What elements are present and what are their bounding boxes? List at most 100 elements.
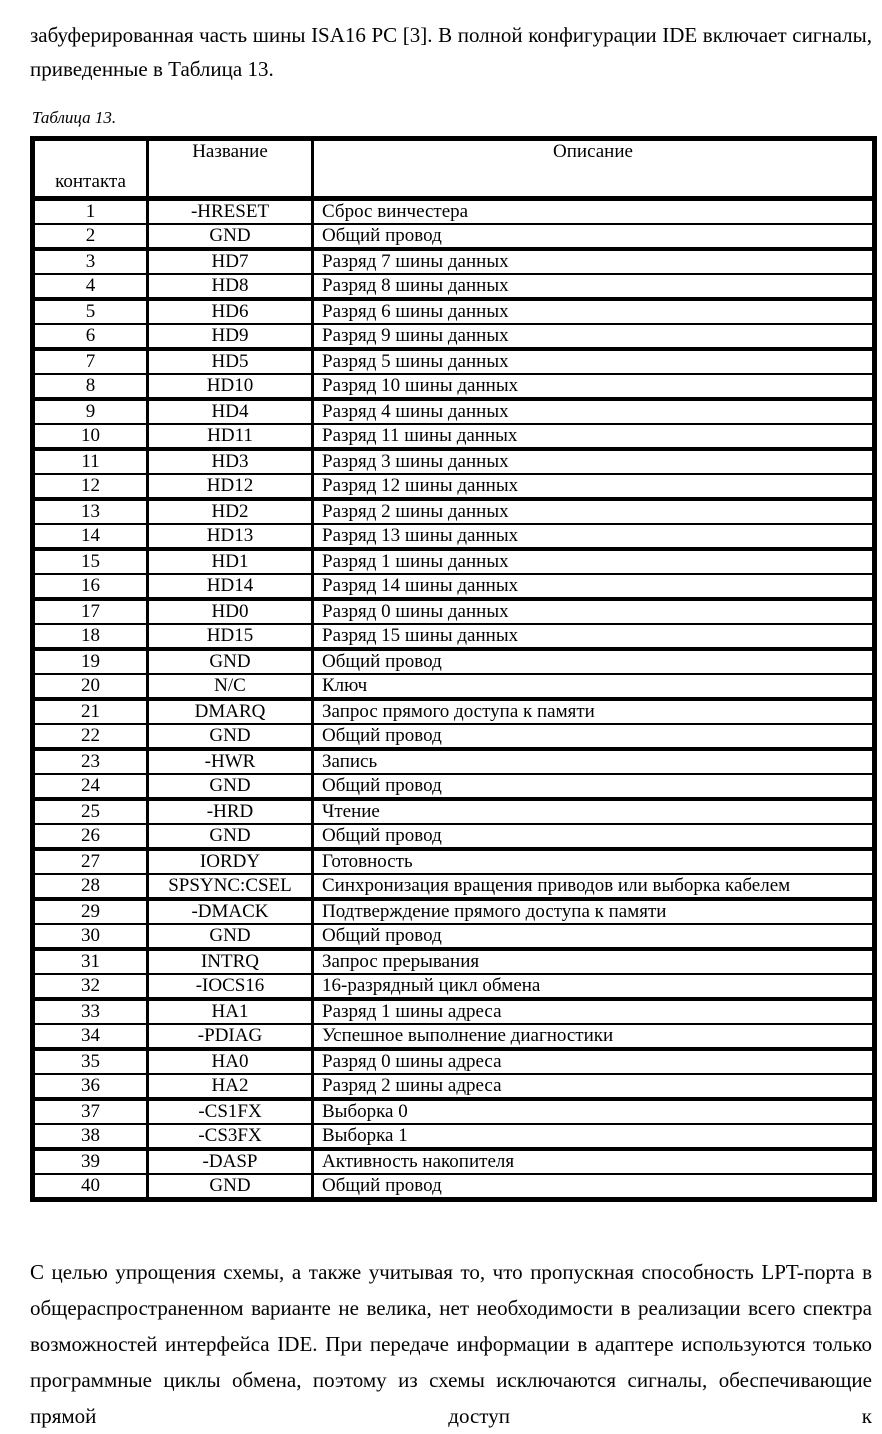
pin-number-cell: 4 — [31, 274, 149, 301]
table-row: 6 HD9 Разряд 9 шины данных — [31, 324, 876, 351]
pin-number-cell: 19 — [31, 649, 149, 675]
table-row: 7 HD5 Разряд 5 шины данных — [31, 349, 876, 375]
signal-name-cell: -CS1FX — [146, 1099, 314, 1125]
table-body: 1 -HRESET Сброс винчестера 2 GND Общий провод… — [31, 198, 876, 1202]
description-cell: Разряд 14 шины данных — [311, 574, 876, 601]
description-cell: Общий провод — [311, 924, 876, 951]
description-cell: Разряд 6 шины данных — [311, 299, 876, 325]
description-cell: Запрос прямого доступа к памяти — [311, 699, 876, 725]
pin-number-cell: 34 — [31, 1024, 149, 1051]
description-cell: Разряд 9 шины данных — [311, 324, 876, 351]
pin-number-cell: 28 — [31, 874, 149, 901]
table-row: 34 -PDIAG Успешное выполнение диагностики — [31, 1024, 876, 1051]
signal-name-cell: HD5 — [146, 349, 314, 375]
description-cell: Разряд 3 шины данных — [311, 449, 876, 475]
signal-name-cell: HA1 — [146, 999, 314, 1025]
description-cell: Ключ — [311, 674, 876, 701]
pin-number-cell: 32 — [31, 974, 149, 1001]
table-header-name: Название — [146, 138, 314, 201]
table-row: 23 -HWR Запись — [31, 749, 876, 775]
table-row: 11 HD3 Разряд 3 шины данных — [31, 449, 876, 475]
pin-number-cell: 26 — [31, 824, 149, 851]
pin-number-cell: 3 — [31, 249, 149, 275]
table-row: 16 HD14 Разряд 14 шины данных — [31, 574, 876, 601]
table-row: 4 HD8 Разряд 8 шины данных — [31, 274, 876, 301]
pin-number-cell: 10 — [31, 424, 149, 451]
description-cell: Разряд 2 шины адреса — [311, 1074, 876, 1101]
table-row: 1 -HRESET Сброс винчестера — [31, 198, 876, 225]
table-row: 10 HD11 Разряд 11 шины данных — [31, 424, 876, 451]
pin-number-cell: 2 — [31, 224, 149, 251]
signal-name-cell: GND — [146, 924, 314, 951]
table-row: 39 -DASP Активность накопителя — [31, 1149, 876, 1175]
pin-number-cell: 8 — [31, 374, 149, 401]
pin-number-cell: 13 — [31, 499, 149, 525]
signal-name-cell: N/C — [146, 674, 314, 701]
signal-name-cell: -DASP — [146, 1149, 314, 1175]
signal-name-cell: HD7 — [146, 249, 314, 275]
pin-number-cell: 27 — [31, 849, 149, 875]
description-cell: Готовность — [311, 849, 876, 875]
signal-name-cell: -CS3FX — [146, 1124, 314, 1151]
description-cell: Запрос прерывания — [311, 949, 876, 975]
signal-name-cell: HA2 — [146, 1074, 314, 1101]
signal-name-cell: HD4 — [146, 399, 314, 425]
description-cell: Разряд 11 шины данных — [311, 424, 876, 451]
signal-name-cell: HD10 — [146, 374, 314, 401]
description-cell: Общий провод — [311, 224, 876, 251]
table-row: 31 INTRQ Запрос прерывания — [31, 949, 876, 975]
table-row: 26 GND Общий провод — [31, 824, 876, 851]
pin-number-cell: 25 — [31, 799, 149, 825]
description-cell: Запись — [311, 749, 876, 775]
pin-number-cell: 15 — [31, 549, 149, 575]
pin-number-cell: 17 — [31, 599, 149, 625]
signal-name-cell: DMARQ — [146, 699, 314, 725]
signal-name-cell: SPSYNC:CSEL — [146, 874, 314, 901]
table-row: 20 N/C Ключ — [31, 674, 876, 701]
document-page: забуферированная часть шины ISA16 PC [3]… — [0, 18, 882, 1434]
pin-number-cell: 24 — [31, 774, 149, 801]
table-row: 21 DMARQ Запрос прямого доступа к памяти — [31, 699, 876, 725]
table-row: 13 HD2 Разряд 2 шины данных — [31, 499, 876, 525]
signal-name-cell: HD0 — [146, 599, 314, 625]
table-row: 38 -CS3FX Выборка 1 — [31, 1124, 876, 1151]
table-row: 9 HD4 Разряд 4 шины данных — [31, 399, 876, 425]
description-cell: Активность накопителя — [311, 1149, 876, 1175]
pin-number-cell: 30 — [31, 924, 149, 951]
pin-number-cell: 21 — [31, 699, 149, 725]
pin-number-cell: 18 — [31, 624, 149, 651]
table-row: 19 GND Общий провод — [31, 649, 876, 675]
description-cell: Общий провод — [311, 724, 876, 751]
table-row: 29 -DMACK Подтверждение прямого доступа к … — [31, 899, 876, 925]
description-cell: Разряд 15 шины данных — [311, 624, 876, 651]
pin-number-cell: 6 — [31, 324, 149, 351]
signal-name-cell: GND — [146, 649, 314, 675]
signal-name-cell: GND — [146, 1174, 314, 1202]
table-row: 33 HA1 Разряд 1 шины адреса — [31, 999, 876, 1025]
description-cell: Выборка 1 — [311, 1124, 876, 1151]
description-cell: Общий провод — [311, 649, 876, 675]
table-row: 3 HD7 Разряд 7 шины данных — [31, 249, 876, 275]
signal-name-cell: HD12 — [146, 474, 314, 501]
signal-name-cell: HD14 — [146, 574, 314, 601]
table-header-pin: контакта — [31, 138, 149, 201]
table-row: 40 GND Общий провод — [31, 1174, 876, 1202]
pin-number-cell: 16 — [31, 574, 149, 601]
pin-number-cell: 5 — [31, 299, 149, 325]
signal-name-cell: HD1 — [146, 549, 314, 575]
description-cell: Выборка 0 — [311, 1099, 876, 1125]
table-row: 8 HD10 Разряд 10 шины данных — [31, 374, 876, 401]
table-row: 17 HD0 Разряд 0 шины данных — [31, 599, 876, 625]
signal-name-cell: HD3 — [146, 449, 314, 475]
signal-name-cell: -IOCS16 — [146, 974, 314, 1001]
table-row: 30 GND Общий провод — [31, 924, 876, 951]
table-row: 5 HD6 Разряд 6 шины данных — [31, 299, 876, 325]
table-row: 15 HD1 Разряд 1 шины данных — [31, 549, 876, 575]
signal-name-cell: -PDIAG — [146, 1024, 314, 1051]
pin-number-cell: 40 — [31, 1174, 149, 1202]
pin-number-cell: 7 — [31, 349, 149, 375]
signal-name-cell: HD2 — [146, 499, 314, 525]
pin-number-cell: 22 — [31, 724, 149, 751]
table-header-description: Описание — [311, 138, 876, 201]
pin-number-cell: 14 — [31, 524, 149, 551]
